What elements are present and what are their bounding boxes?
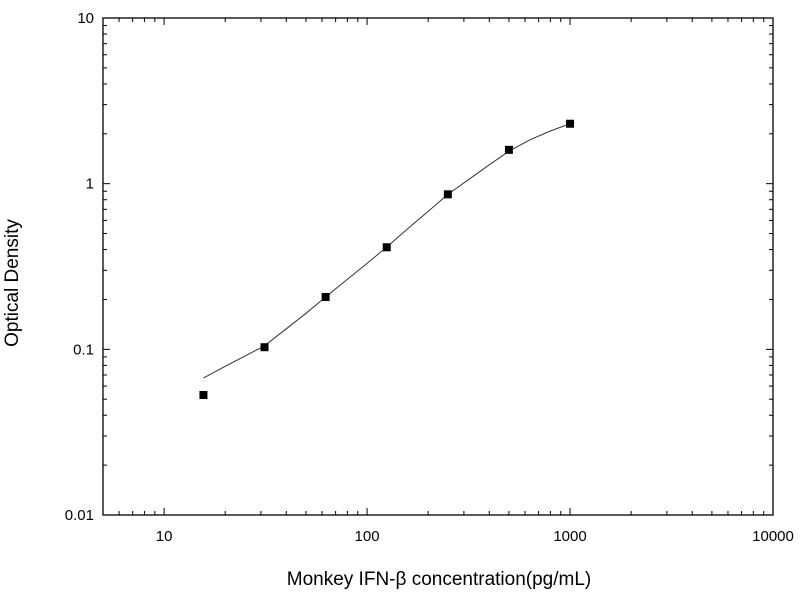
data-point: [199, 391, 208, 400]
data-point: [504, 145, 513, 154]
y-tick-label: 10: [77, 10, 94, 27]
x-tick-label: 10000: [752, 528, 794, 545]
y-tick-label: 0.01: [65, 507, 94, 524]
plot-frame: [102, 17, 774, 516]
x-tick-label: 1000: [553, 528, 586, 545]
x-tick-label: 10: [156, 528, 173, 545]
x-axis-title: Monkey IFN-β concentration(pg/mL): [287, 569, 591, 590]
data-point: [566, 119, 575, 128]
data-point: [321, 292, 330, 301]
y-tick-label: 0.1: [73, 341, 94, 358]
plot-layer: 10 100 1000 10000 0.01 0.1 1 10: [65, 10, 794, 545]
data-point: [443, 190, 452, 199]
data-point: [260, 343, 269, 352]
data-point: [382, 243, 391, 252]
x-tick-label: 100: [355, 528, 380, 545]
y-axis-title: Optical Density: [2, 219, 23, 347]
y-tick-label: 1: [86, 176, 94, 193]
